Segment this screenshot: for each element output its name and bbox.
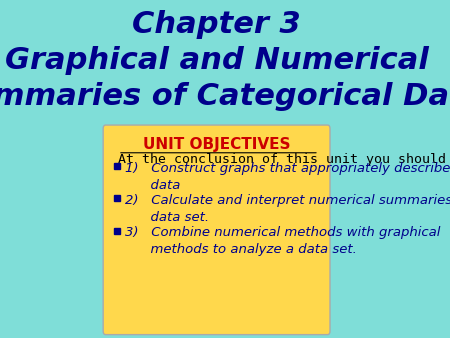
Text: Chapter 3
Graphical and Numerical
Summaries of Categorical Data: Chapter 3 Graphical and Numerical Summar… — [0, 10, 450, 111]
Text: 2)   Calculate and interpret numerical summaries of a
      data set.: 2) Calculate and interpret numerical sum… — [126, 194, 450, 224]
Text: At the conclusion of this unit you should be able to:: At the conclusion of this unit you shoul… — [118, 153, 450, 166]
Text: UNIT OBJECTIVES: UNIT OBJECTIVES — [143, 137, 290, 152]
Text: 1)   Construct graphs that appropriately describe
      data: 1) Construct graphs that appropriately d… — [126, 162, 450, 192]
Text: 3)   Combine numerical methods with graphical
      methods to analyze a data se: 3) Combine numerical methods with graphi… — [126, 226, 441, 257]
FancyBboxPatch shape — [103, 125, 330, 335]
